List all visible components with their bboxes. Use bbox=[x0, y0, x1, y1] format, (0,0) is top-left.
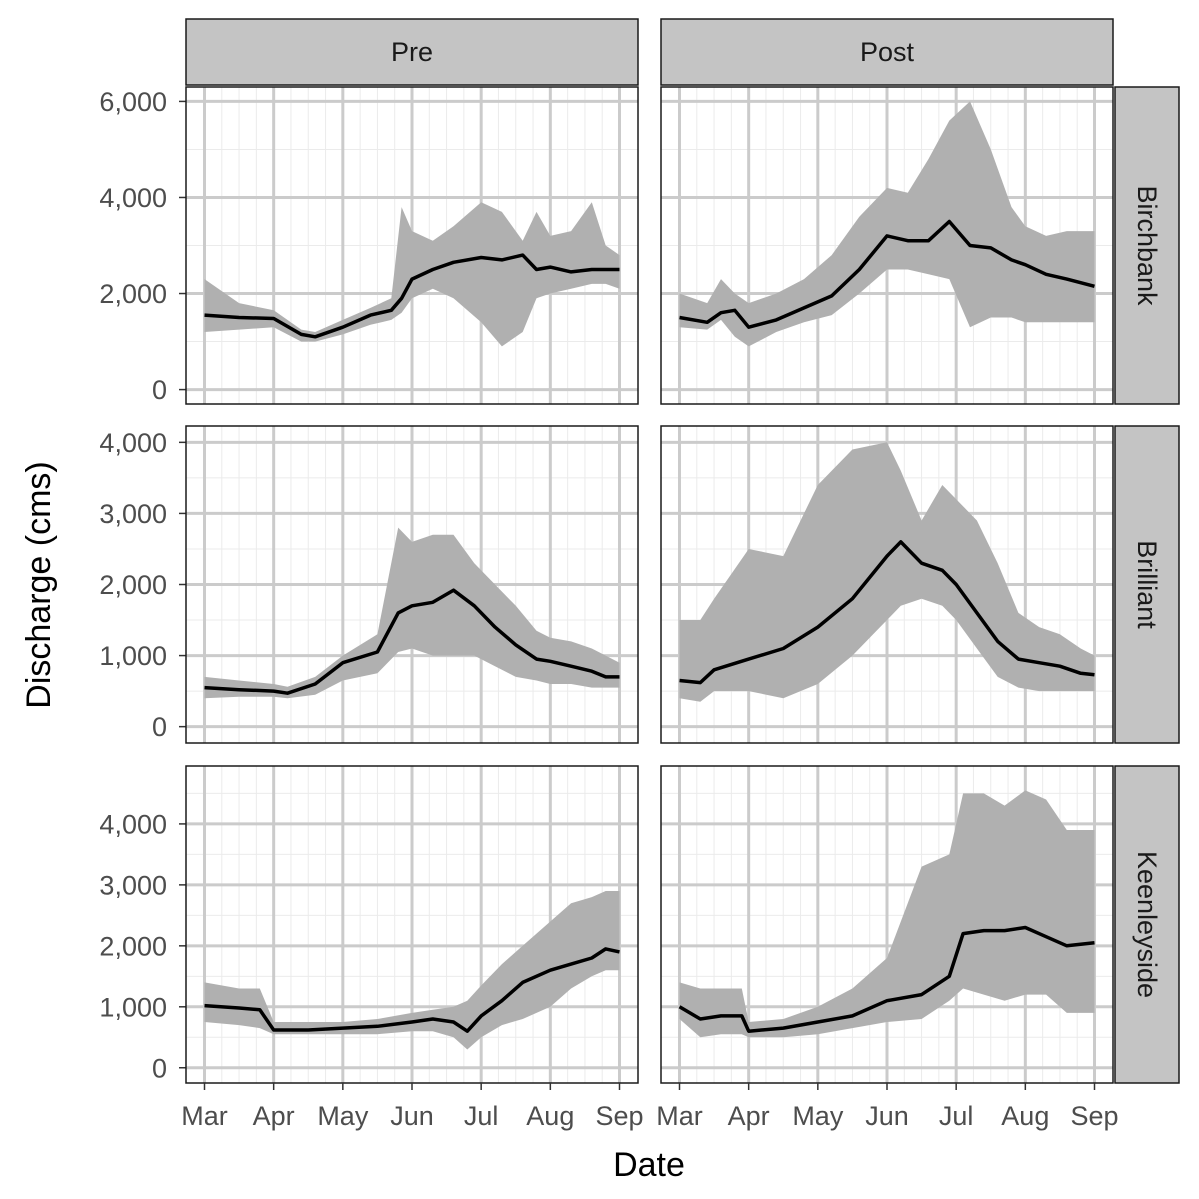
column-strip-post bbox=[660, 18, 1114, 86]
y-tick-label-keenleyside-2000: 2,000 bbox=[99, 931, 167, 961]
x-tick-label-post-sep: Sep bbox=[1070, 1101, 1118, 1131]
row-strip-label-birchbank: Birchbank bbox=[1132, 185, 1162, 306]
column-strip-label-pre: Pre bbox=[391, 37, 433, 67]
y-tick-label-brilliant-4000: 4,000 bbox=[99, 428, 167, 458]
row-strip-label-keenleyside: Keenleyside bbox=[1132, 851, 1162, 998]
x-tick-label-post-jul: Jul bbox=[939, 1101, 974, 1131]
x-tick-label-pre-sep: Sep bbox=[595, 1101, 643, 1131]
x-tick-label-post-may: May bbox=[792, 1101, 844, 1131]
panel-border-brilliant-post bbox=[660, 425, 1114, 744]
x-tick-label-pre-may: May bbox=[317, 1101, 369, 1131]
x-tick-label-pre-apr: Apr bbox=[253, 1101, 295, 1131]
column-strip-label-post: Post bbox=[860, 37, 915, 67]
row-strip-keenleyside bbox=[1114, 765, 1180, 1084]
mean-line-brilliant-pre bbox=[204, 588, 620, 695]
x-tick-label-post-mar: Mar bbox=[656, 1101, 703, 1131]
range-ribbon-brilliant-post bbox=[679, 442, 1095, 702]
x-tick-label-post-apr: Apr bbox=[728, 1101, 770, 1131]
y-tick-label-brilliant-1000: 1,000 bbox=[99, 641, 167, 671]
x-axis-title: Date bbox=[613, 1146, 685, 1184]
y-tick-label-birchbank-6000: 6,000 bbox=[99, 87, 167, 117]
mean-line-keenleyside-post bbox=[678, 925, 1095, 1033]
x-tick-label-pre-jun: Jun bbox=[390, 1101, 434, 1131]
mean-line-brilliant-post bbox=[679, 540, 1095, 685]
panel-border-birchbank-pre bbox=[185, 86, 639, 405]
y-tick-label-brilliant-2000: 2,000 bbox=[99, 570, 167, 600]
y-tick-label-birchbank-4000: 4,000 bbox=[99, 183, 167, 213]
range-ribbon-brilliant-pre bbox=[204, 527, 620, 699]
y-tick-label-birchbank-2000: 2,000 bbox=[99, 279, 167, 309]
y-tick-label-brilliant-0: 0 bbox=[152, 712, 167, 742]
row-strip-birchbank bbox=[1114, 86, 1180, 405]
y-tick-label-keenleyside-1000: 1,000 bbox=[99, 992, 167, 1022]
y-tick-label-brilliant-3000: 3,000 bbox=[99, 499, 167, 529]
x-tick-label-pre-aug: Aug bbox=[526, 1101, 574, 1131]
y-tick-label-birchbank-0: 0 bbox=[152, 375, 167, 405]
range-ribbon-keenleyside-post bbox=[679, 790, 1095, 1038]
range-ribbon-keenleyside-pre bbox=[204, 891, 620, 1050]
row-strip-label-brilliant: Brilliant bbox=[1132, 540, 1162, 629]
mean-line-birchbank-pre bbox=[204, 253, 620, 339]
y-tick-label-keenleyside-3000: 3,000 bbox=[99, 870, 167, 900]
row-strip-brilliant bbox=[1114, 425, 1180, 744]
mean-line-birchbank-post bbox=[679, 219, 1095, 329]
range-ribbon-birchbank-post bbox=[679, 101, 1095, 347]
x-tick-label-post-jun: Jun bbox=[865, 1101, 909, 1131]
x-tick-label-pre-mar: Mar bbox=[181, 1101, 228, 1131]
column-strip-pre bbox=[185, 18, 639, 86]
y-tick-label-keenleyside-4000: 4,000 bbox=[99, 809, 167, 839]
panel-border-brilliant-pre bbox=[185, 425, 639, 744]
y-axis-title: Discharge (cms) bbox=[20, 461, 58, 708]
x-tick-label-post-aug: Aug bbox=[1001, 1101, 1049, 1131]
range-ribbon-birchbank-pre bbox=[204, 202, 620, 347]
x-tick-label-pre-jul: Jul bbox=[464, 1101, 499, 1131]
mean-line-keenleyside-pre bbox=[204, 947, 620, 1033]
panel-border-birchbank-post bbox=[660, 86, 1114, 405]
y-tick-label-keenleyside-0: 0 bbox=[152, 1053, 167, 1083]
